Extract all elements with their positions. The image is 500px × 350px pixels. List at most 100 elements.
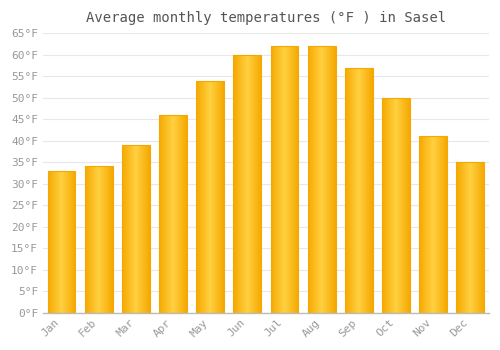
Bar (170, 115, 171, 313)
Bar (320, 46, 321, 313)
Bar (74, 171, 75, 313)
Bar (197, 80, 198, 313)
Bar (222, 80, 224, 313)
Bar (258, 55, 259, 313)
Bar (108, 167, 109, 313)
Bar (351, 68, 352, 313)
Bar (333, 46, 334, 313)
Bar (235, 55, 236, 313)
Bar (364, 68, 365, 313)
Bar (459, 162, 460, 313)
Bar (387, 98, 388, 313)
Bar (429, 136, 430, 313)
Bar (211, 80, 212, 313)
Bar (438, 136, 440, 313)
Bar (91, 167, 92, 313)
Bar (324, 46, 325, 313)
Bar (309, 46, 310, 313)
Bar (275, 46, 276, 313)
Bar (361, 68, 362, 313)
Bar (49, 171, 50, 313)
Bar (124, 145, 126, 313)
Bar (72, 171, 74, 313)
Bar (65, 171, 66, 313)
Bar (365, 68, 366, 313)
Bar (332, 46, 333, 313)
Bar (434, 136, 435, 313)
Bar (274, 46, 275, 313)
Bar (354, 68, 356, 313)
Bar (367, 68, 368, 313)
Bar (394, 98, 396, 313)
Bar (308, 46, 336, 313)
Bar (220, 80, 222, 313)
Bar (345, 68, 373, 313)
Bar (316, 46, 317, 313)
Bar (470, 162, 471, 313)
Bar (310, 46, 311, 313)
Bar (260, 55, 262, 313)
Bar (388, 98, 389, 313)
Bar (110, 167, 112, 313)
Bar (159, 115, 187, 313)
Bar (102, 167, 103, 313)
Bar (278, 46, 279, 313)
Bar (212, 80, 213, 313)
Bar (384, 98, 385, 313)
Bar (159, 115, 160, 313)
Bar (288, 46, 290, 313)
Bar (474, 162, 475, 313)
Bar (270, 46, 272, 313)
Bar (238, 55, 239, 313)
Bar (210, 80, 211, 313)
Bar (440, 136, 441, 313)
Bar (294, 46, 295, 313)
Bar (476, 162, 478, 313)
Bar (352, 68, 354, 313)
Bar (241, 55, 242, 313)
Bar (322, 46, 323, 313)
Bar (242, 55, 243, 313)
Bar (389, 98, 390, 313)
Bar (422, 136, 424, 313)
Bar (291, 46, 292, 313)
Bar (134, 145, 135, 313)
Bar (107, 167, 108, 313)
Bar (69, 171, 70, 313)
Title: Average monthly temperatures (°F ) in Sasel: Average monthly temperatures (°F ) in Sa… (86, 11, 446, 25)
Bar (282, 46, 283, 313)
Bar (321, 46, 322, 313)
Bar (129, 145, 130, 313)
Bar (460, 162, 462, 313)
Bar (290, 46, 291, 313)
Bar (431, 136, 432, 313)
Bar (419, 136, 447, 313)
Bar (244, 55, 246, 313)
Bar (167, 115, 168, 313)
Bar (482, 162, 483, 313)
Bar (56, 171, 58, 313)
Bar (407, 98, 408, 313)
Bar (424, 136, 425, 313)
Bar (462, 162, 464, 313)
Bar (383, 98, 384, 313)
Bar (161, 115, 162, 313)
Bar (441, 136, 442, 313)
Bar (296, 46, 297, 313)
Bar (196, 80, 224, 313)
Bar (250, 55, 251, 313)
Bar (473, 162, 474, 313)
Bar (162, 115, 164, 313)
Bar (255, 55, 256, 313)
Bar (147, 145, 148, 313)
Bar (234, 55, 262, 313)
Bar (148, 145, 149, 313)
Bar (327, 46, 328, 313)
Bar (280, 46, 281, 313)
Bar (237, 55, 238, 313)
Bar (464, 162, 466, 313)
Bar (61, 171, 62, 313)
Bar (391, 98, 392, 313)
Bar (62, 171, 63, 313)
Bar (86, 167, 87, 313)
